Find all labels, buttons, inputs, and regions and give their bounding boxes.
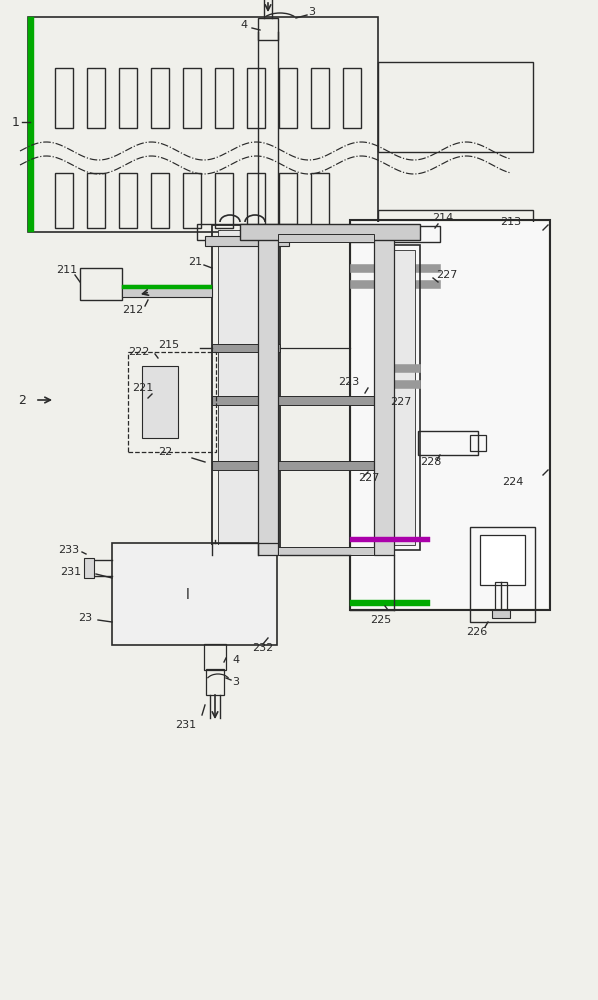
Bar [240, 224, 420, 240]
Bar [28, 17, 378, 232]
Bar [278, 547, 374, 555]
Bar [350, 220, 550, 610]
Bar [212, 461, 380, 470]
Text: 231: 231 [175, 720, 196, 730]
Bar [80, 268, 122, 300]
Bar [343, 68, 361, 128]
Bar [492, 610, 510, 618]
Text: 23: 23 [78, 613, 92, 623]
Bar [278, 234, 374, 242]
Bar [206, 669, 224, 695]
Text: 213: 213 [500, 217, 521, 227]
Bar [218, 230, 274, 550]
Bar [258, 18, 278, 40]
Text: 212: 212 [122, 305, 144, 315]
Bar [350, 264, 440, 272]
Bar [350, 280, 440, 288]
Bar [55, 173, 73, 228]
Bar [204, 644, 226, 670]
Text: 1: 1 [12, 115, 20, 128]
Bar [142, 366, 178, 438]
Bar [418, 431, 478, 455]
Bar [28, 17, 34, 232]
Text: 222: 222 [128, 347, 150, 357]
Bar [375, 364, 420, 372]
Text: 215: 215 [158, 340, 179, 350]
Bar [212, 396, 380, 405]
Bar [350, 226, 440, 242]
Bar [122, 285, 212, 289]
Text: 226: 226 [466, 627, 487, 637]
Bar [311, 68, 329, 128]
Bar [84, 558, 94, 578]
Bar [375, 245, 420, 550]
Text: 225: 225 [370, 615, 391, 625]
Bar [122, 285, 212, 297]
Bar [247, 68, 265, 128]
Bar [197, 224, 297, 240]
Text: 228: 228 [420, 457, 441, 467]
Bar [470, 435, 486, 451]
Text: 4: 4 [240, 20, 247, 30]
Text: 227: 227 [390, 397, 411, 407]
Bar [279, 68, 297, 128]
Text: 231: 231 [60, 567, 81, 577]
Bar [215, 173, 233, 228]
Bar [183, 173, 201, 228]
Text: l: l [186, 588, 190, 602]
Bar [378, 62, 533, 152]
Bar [55, 68, 73, 128]
Bar [247, 173, 265, 228]
Bar [495, 582, 507, 614]
Bar [205, 236, 289, 246]
Text: 227: 227 [436, 270, 457, 280]
Bar [151, 173, 169, 228]
Text: 227: 227 [358, 473, 379, 483]
Bar [352, 222, 548, 608]
Bar [212, 344, 280, 352]
Text: 221: 221 [132, 383, 153, 393]
Bar [378, 210, 533, 310]
Text: 214: 214 [432, 213, 453, 223]
Bar [258, 225, 278, 555]
Bar [119, 68, 137, 128]
Text: 233: 233 [58, 545, 79, 555]
Text: 4: 4 [232, 655, 239, 665]
Text: 211: 211 [56, 265, 77, 275]
Text: 21: 21 [188, 257, 202, 267]
Bar [350, 537, 430, 542]
Bar [279, 173, 297, 228]
Bar [375, 380, 420, 388]
Bar [215, 68, 233, 128]
Bar [183, 68, 201, 128]
Bar [350, 600, 430, 606]
Text: 2: 2 [18, 393, 26, 406]
Text: 3: 3 [308, 7, 315, 17]
Bar [87, 173, 105, 228]
Text: 223: 223 [338, 377, 359, 387]
Text: 3: 3 [232, 677, 239, 687]
Bar [119, 173, 137, 228]
Text: 224: 224 [502, 477, 523, 487]
Bar [114, 545, 275, 643]
Bar [112, 543, 277, 645]
Bar [470, 527, 535, 622]
Bar [380, 250, 415, 545]
Bar [128, 352, 216, 452]
Text: 22: 22 [158, 447, 172, 457]
Bar [212, 225, 280, 555]
Bar [87, 68, 105, 128]
Bar [311, 173, 329, 228]
Bar [480, 535, 525, 585]
Bar [374, 225, 394, 555]
Bar [151, 68, 169, 128]
Text: 232: 232 [252, 643, 273, 653]
